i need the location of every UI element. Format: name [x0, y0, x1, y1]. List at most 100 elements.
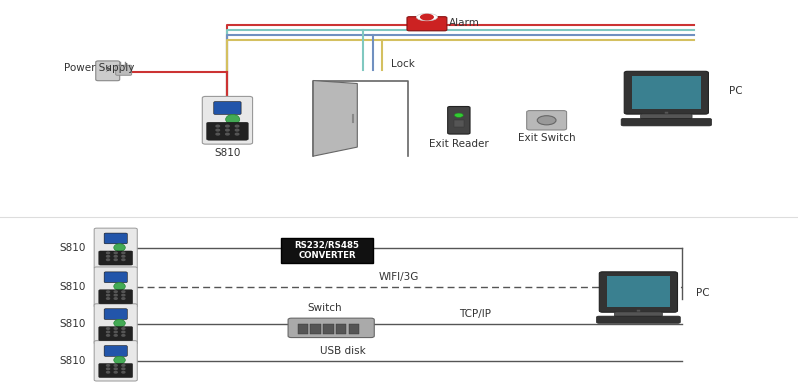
- Circle shape: [122, 252, 125, 254]
- Text: Alarm: Alarm: [449, 18, 480, 28]
- FancyBboxPatch shape: [336, 324, 346, 334]
- Text: PC: PC: [729, 86, 742, 96]
- Text: USB disk: USB disk: [320, 346, 366, 356]
- Ellipse shape: [417, 14, 437, 21]
- Ellipse shape: [226, 114, 239, 124]
- FancyBboxPatch shape: [105, 309, 127, 319]
- FancyBboxPatch shape: [599, 272, 678, 312]
- Text: TCP/IP: TCP/IP: [459, 309, 491, 319]
- FancyBboxPatch shape: [288, 318, 374, 338]
- Circle shape: [122, 298, 125, 299]
- Circle shape: [106, 298, 109, 299]
- Circle shape: [216, 125, 219, 127]
- Circle shape: [226, 133, 229, 135]
- Circle shape: [122, 368, 125, 369]
- FancyBboxPatch shape: [99, 327, 132, 341]
- Ellipse shape: [114, 244, 125, 251]
- Circle shape: [114, 331, 117, 333]
- Circle shape: [114, 371, 117, 373]
- Text: Switch: Switch: [307, 303, 342, 313]
- FancyBboxPatch shape: [99, 290, 132, 304]
- Circle shape: [106, 252, 109, 254]
- Circle shape: [114, 259, 117, 260]
- Text: WIFI/3G: WIFI/3G: [379, 272, 419, 282]
- Text: Exit Switch: Exit Switch: [518, 133, 575, 143]
- Circle shape: [106, 294, 109, 296]
- Circle shape: [454, 113, 463, 117]
- Circle shape: [114, 328, 117, 329]
- Circle shape: [122, 328, 125, 329]
- FancyBboxPatch shape: [207, 122, 248, 140]
- Ellipse shape: [114, 282, 125, 290]
- Text: S810: S810: [59, 243, 85, 253]
- Circle shape: [106, 331, 109, 333]
- FancyBboxPatch shape: [281, 237, 373, 263]
- FancyBboxPatch shape: [614, 312, 662, 317]
- Circle shape: [235, 129, 239, 131]
- Circle shape: [122, 334, 125, 336]
- FancyBboxPatch shape: [94, 304, 137, 344]
- Polygon shape: [313, 81, 358, 156]
- Circle shape: [114, 256, 117, 257]
- Circle shape: [106, 371, 109, 373]
- Circle shape: [106, 365, 109, 366]
- Circle shape: [106, 259, 109, 260]
- Circle shape: [226, 129, 229, 131]
- FancyBboxPatch shape: [105, 346, 127, 356]
- Circle shape: [122, 256, 125, 257]
- Circle shape: [122, 291, 125, 293]
- Circle shape: [106, 328, 109, 329]
- FancyBboxPatch shape: [99, 364, 132, 378]
- Text: S810: S810: [59, 356, 85, 366]
- FancyBboxPatch shape: [527, 111, 567, 130]
- Circle shape: [235, 133, 239, 135]
- Text: RS232/RS485
CONVERTER: RS232/RS485 CONVERTER: [294, 241, 360, 260]
- FancyBboxPatch shape: [624, 71, 709, 114]
- Circle shape: [122, 371, 125, 373]
- FancyBboxPatch shape: [202, 97, 252, 144]
- Circle shape: [114, 365, 117, 366]
- FancyBboxPatch shape: [105, 272, 127, 282]
- FancyBboxPatch shape: [407, 17, 447, 31]
- FancyBboxPatch shape: [94, 228, 137, 268]
- FancyBboxPatch shape: [632, 76, 701, 109]
- Circle shape: [216, 129, 219, 131]
- FancyBboxPatch shape: [641, 114, 692, 119]
- FancyBboxPatch shape: [596, 316, 680, 323]
- FancyBboxPatch shape: [116, 65, 132, 75]
- FancyBboxPatch shape: [214, 102, 241, 114]
- FancyBboxPatch shape: [323, 324, 334, 334]
- Circle shape: [226, 125, 229, 127]
- Text: Lock: Lock: [391, 59, 415, 69]
- Circle shape: [114, 368, 117, 369]
- Circle shape: [122, 294, 125, 296]
- Ellipse shape: [114, 356, 125, 364]
- FancyBboxPatch shape: [96, 61, 120, 81]
- Text: S810: S810: [59, 282, 85, 292]
- Text: Exit Reader: Exit Reader: [429, 139, 488, 149]
- Bar: [453, 120, 464, 126]
- Text: Power Supply: Power Supply: [64, 63, 134, 73]
- Circle shape: [216, 133, 219, 135]
- Circle shape: [420, 14, 434, 21]
- FancyBboxPatch shape: [298, 324, 308, 334]
- FancyBboxPatch shape: [448, 106, 470, 134]
- Circle shape: [114, 334, 117, 336]
- Circle shape: [122, 365, 125, 366]
- Text: ⚡: ⚡: [105, 64, 111, 74]
- Circle shape: [114, 252, 117, 254]
- Text: S810: S810: [59, 319, 85, 329]
- FancyBboxPatch shape: [621, 118, 712, 126]
- Circle shape: [537, 116, 556, 125]
- Circle shape: [114, 291, 117, 293]
- Circle shape: [122, 331, 125, 333]
- FancyBboxPatch shape: [349, 324, 359, 334]
- Circle shape: [106, 256, 109, 257]
- FancyBboxPatch shape: [94, 267, 137, 307]
- Circle shape: [235, 125, 239, 127]
- Circle shape: [114, 298, 117, 299]
- Circle shape: [122, 259, 125, 260]
- FancyBboxPatch shape: [310, 324, 321, 334]
- Text: PC: PC: [696, 288, 709, 298]
- Ellipse shape: [114, 319, 125, 327]
